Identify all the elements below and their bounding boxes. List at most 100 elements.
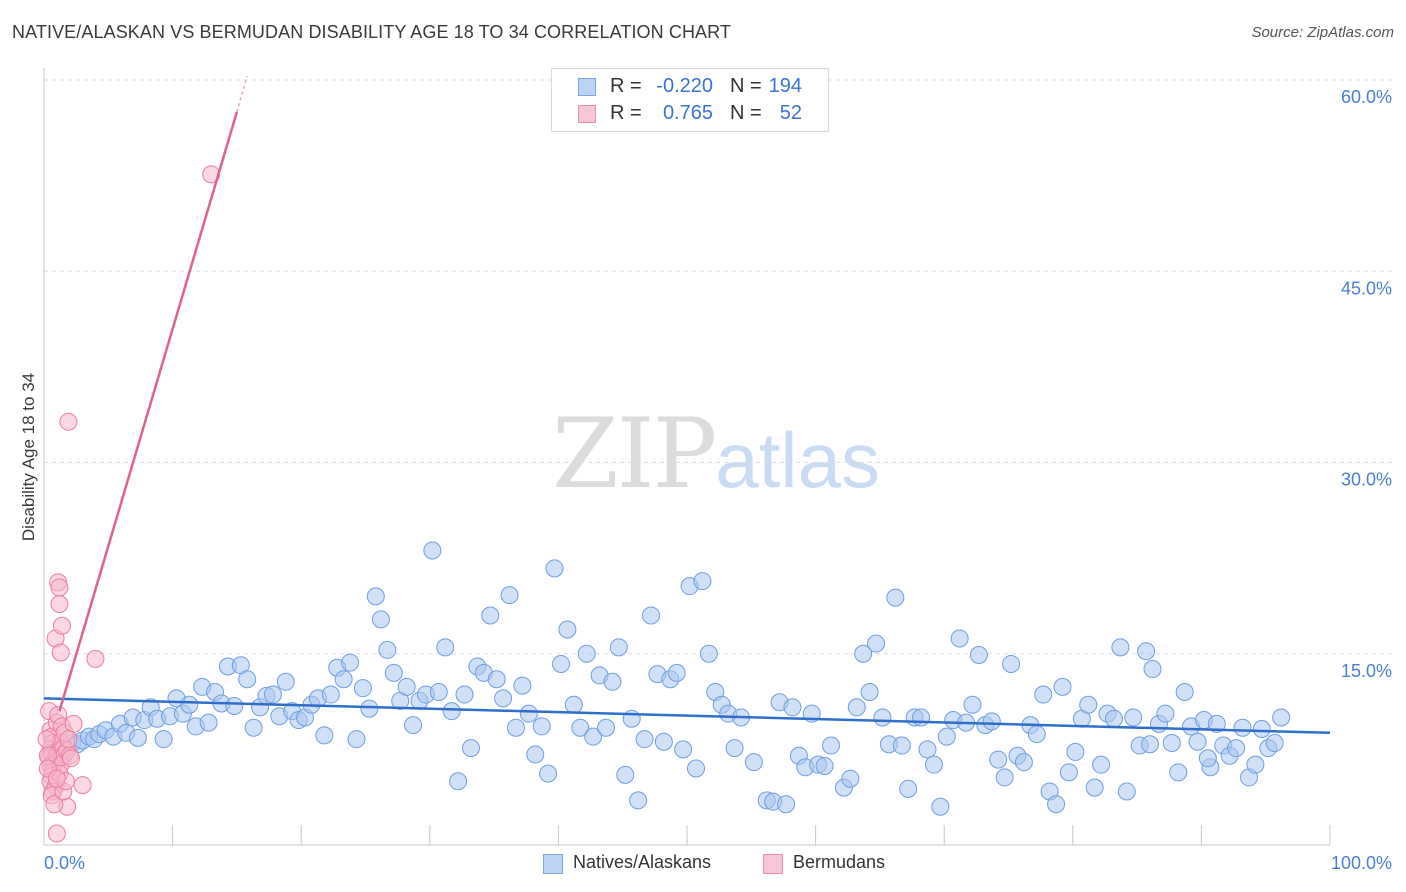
data-point (1111, 638, 1130, 657)
data-point (1085, 778, 1104, 797)
data-point (1092, 755, 1111, 774)
data-point (1002, 654, 1021, 673)
data-point (577, 644, 596, 663)
data-point (744, 753, 763, 772)
data-point (667, 663, 686, 682)
data-point (397, 677, 416, 696)
trend-line (43, 697, 1331, 735)
data-point (545, 559, 564, 578)
legend-label-bermudans: Bermudans (793, 852, 886, 872)
data-point (558, 620, 577, 639)
data-point (1169, 763, 1188, 782)
data-point (635, 730, 654, 749)
data-point (404, 716, 423, 735)
data-point (86, 649, 105, 668)
data-point (513, 676, 532, 695)
data-point (371, 610, 390, 629)
y-axis-label: Disability Age 18 to 34 (19, 373, 38, 541)
legend-n-value: 52 (779, 102, 802, 124)
data-point (912, 708, 931, 727)
data-point (1162, 734, 1181, 752)
data-point (641, 606, 660, 625)
y-tick-label: 60.0% (1341, 87, 1392, 107)
legend-swatch-blue (578, 78, 596, 96)
data-point (1027, 725, 1046, 744)
data-point (62, 749, 81, 768)
data-point (1137, 642, 1156, 661)
data-point (64, 714, 83, 733)
data-point (276, 672, 295, 691)
data-point (1059, 763, 1078, 782)
data-point (725, 739, 744, 758)
data-point (494, 689, 513, 708)
data-point (154, 730, 173, 749)
series-legend: Natives/Alaskans Bermudans (0, 852, 1406, 878)
data-point (1227, 739, 1246, 758)
data-point (37, 730, 56, 749)
watermark-atlas: atlas (715, 416, 880, 504)
x-tick-label: 100.0% (1331, 853, 1392, 873)
data-point (500, 586, 519, 605)
data-point (1272, 708, 1291, 727)
data-point (699, 644, 718, 663)
data-point (199, 713, 218, 732)
data-point (629, 791, 648, 810)
data-point (777, 795, 796, 814)
data-point (886, 588, 905, 607)
data-point (1252, 719, 1271, 738)
data-point (53, 616, 72, 635)
legend-row-natives: R = -0.220 N = 194 (552, 74, 828, 100)
data-point (969, 646, 988, 665)
data-point (950, 629, 969, 648)
data-point (564, 695, 583, 714)
legend-r-label: R = (610, 102, 642, 124)
data-point (687, 759, 706, 778)
data-point (334, 670, 353, 689)
data-point (892, 736, 911, 755)
data-point (1124, 708, 1143, 727)
data-point (47, 769, 66, 788)
data-point (532, 717, 551, 736)
x-tick-label: 0.0% (44, 853, 85, 873)
data-point (1265, 734, 1284, 752)
data-point (584, 727, 603, 746)
trend-lines (43, 75, 1331, 735)
data-point (1053, 677, 1072, 696)
data-point (455, 685, 474, 704)
data-point (487, 670, 506, 689)
data-point (180, 695, 199, 714)
data-point (571, 718, 590, 737)
data-point (860, 683, 879, 701)
data-point (963, 695, 982, 714)
data-point (353, 679, 372, 698)
data-point (1104, 709, 1123, 728)
data-point (244, 718, 263, 737)
data-point (1066, 742, 1085, 761)
data-point (841, 769, 860, 788)
watermark: ZIPatlas (552, 398, 880, 510)
data-point (461, 739, 480, 758)
data-point (931, 797, 950, 816)
legend-n-label: N = (730, 75, 762, 97)
legend-swatch-blue (543, 854, 563, 874)
data-point (50, 578, 69, 597)
legend-swatch-pink (763, 854, 783, 874)
legend-label-natives: Natives/Alaskans (573, 852, 712, 872)
data-point (59, 412, 78, 431)
data-point (1047, 795, 1066, 814)
data-point (347, 730, 366, 749)
data-point (128, 728, 147, 747)
data-point (506, 718, 525, 737)
legend-row-bermudans: R = 0.765 N = 52 (552, 101, 828, 127)
data-point (539, 764, 558, 783)
data-point (989, 750, 1008, 769)
data-point (616, 765, 635, 784)
legend-swatch-pink (578, 105, 596, 123)
source-label: Source: ZipAtlas.com (1251, 24, 1394, 41)
data-point (449, 772, 468, 791)
data-point (995, 768, 1014, 787)
legend-r-label: R = (610, 75, 642, 97)
data-point (1188, 732, 1207, 751)
data-point (519, 704, 538, 723)
data-point (378, 640, 397, 659)
